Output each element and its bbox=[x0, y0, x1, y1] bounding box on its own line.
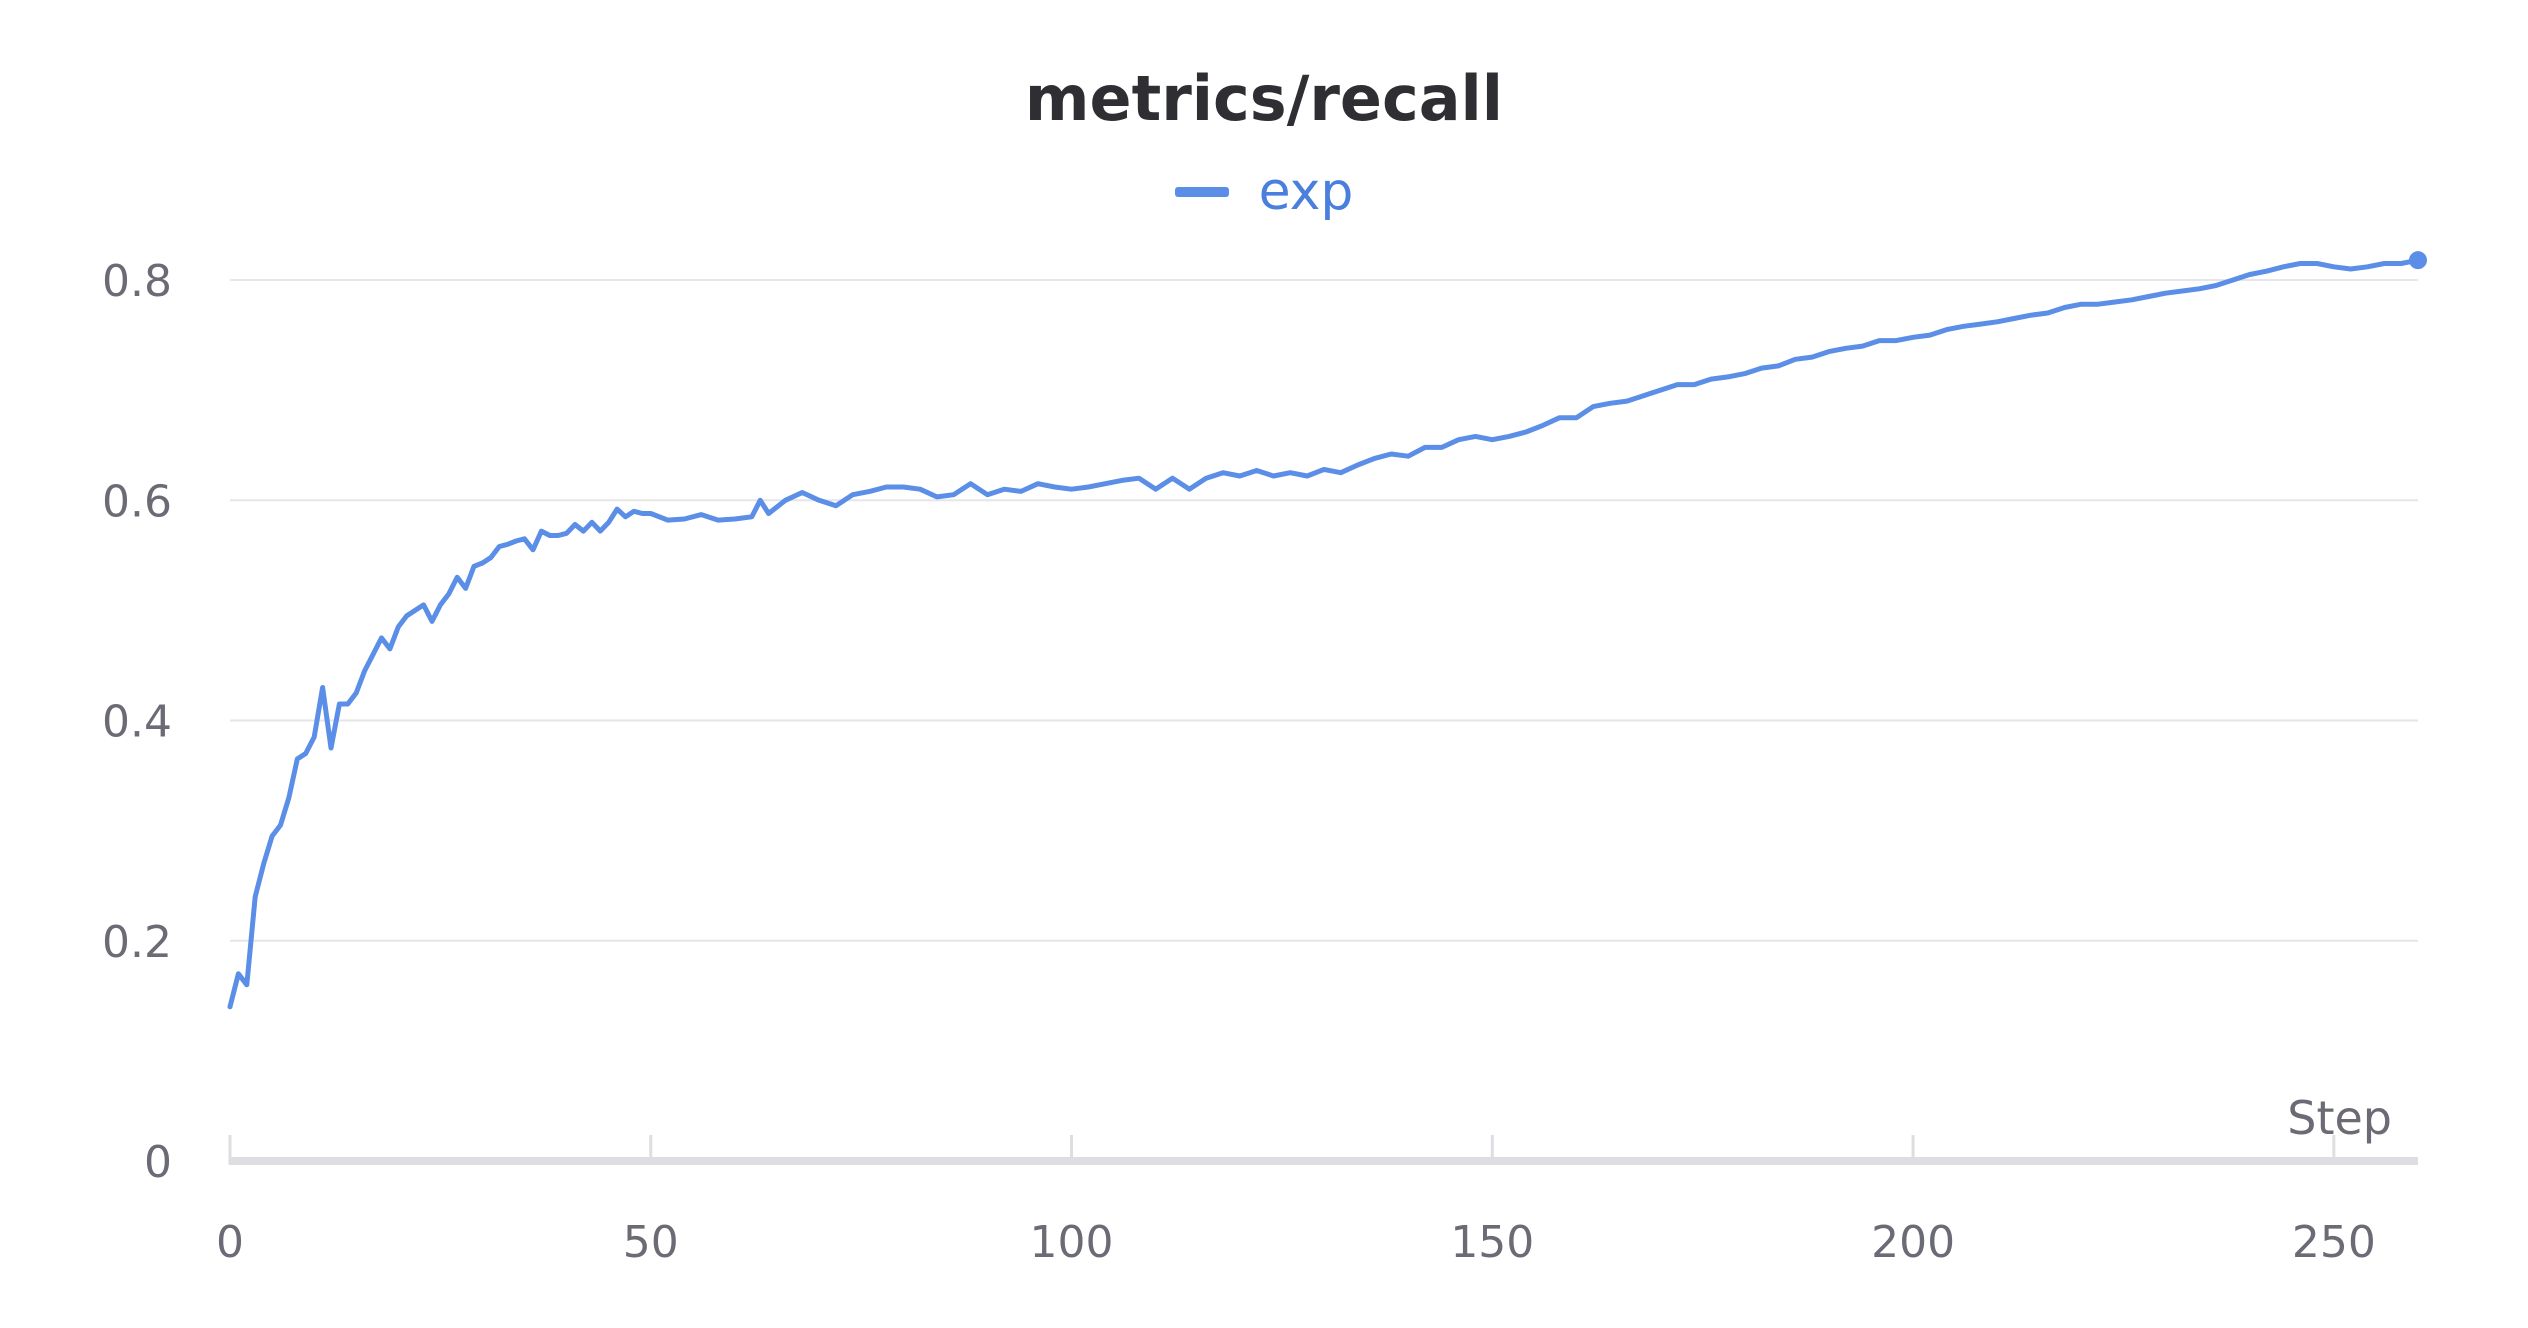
x-axis-title: Step bbox=[2287, 1091, 2392, 1145]
y-tick-label: 0.8 bbox=[102, 256, 172, 307]
x-tick-label: 50 bbox=[623, 1217, 679, 1268]
chart-title: metrics/recall bbox=[1024, 62, 1504, 135]
legend-swatch-exp bbox=[1174, 187, 1229, 197]
y-tick-label: 0 bbox=[144, 1137, 172, 1188]
series-endpoint-exp[interactable] bbox=[2409, 251, 2427, 270]
y-tick-label: 0.6 bbox=[102, 476, 172, 527]
x-tick-label: 0 bbox=[216, 1217, 244, 1268]
y-tick-label: 0.4 bbox=[102, 697, 172, 748]
x-tick-label: 150 bbox=[1450, 1217, 1534, 1268]
x-tick-label: 200 bbox=[1871, 1217, 1955, 1268]
y-tick-label: 0.2 bbox=[102, 917, 172, 968]
series-line-exp[interactable] bbox=[227, 257, 2421, 1010]
legend-label-exp: exp bbox=[1258, 162, 1354, 222]
x-tick-label: 250 bbox=[2292, 1217, 2376, 1268]
x-tick-label: 100 bbox=[1030, 1217, 1114, 1268]
legend[interactable]: exp bbox=[0, 162, 2528, 222]
